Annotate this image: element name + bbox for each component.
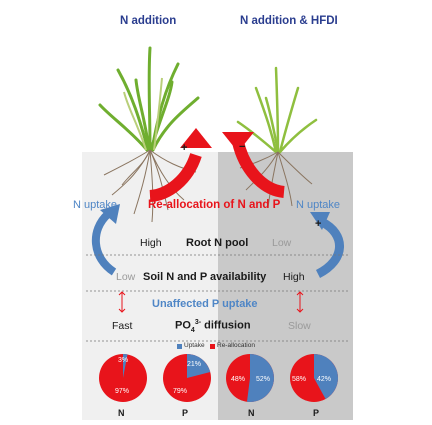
plus-sign-blue: +: [315, 218, 322, 230]
pie4-reallocation-label: 58%: [292, 376, 307, 383]
n-uptake-right-label: N uptake: [296, 199, 341, 211]
high-label-right: High: [283, 271, 305, 283]
pie4-nutrient-label: P: [313, 408, 320, 418]
pie3-nutrient-label: N: [248, 408, 255, 418]
reallocation-label: Re-allocation of N and P: [148, 199, 281, 211]
low-label-left: Low: [116, 271, 136, 283]
pie3-uptake-label: 52%: [256, 376, 271, 383]
minus-sign-right: −: [239, 141, 246, 153]
pie2-uptake-label: 21%: [187, 361, 202, 368]
red-updown-arrow-left: [118, 291, 126, 313]
blue-arrow-left: [91, 204, 120, 276]
red-updown-arrow-right: [296, 291, 304, 313]
red-arrow-right: [222, 132, 286, 198]
title-n-addition-hfdi: N addition & HFDI: [240, 15, 338, 27]
plus-sign-left: +: [181, 142, 188, 154]
legend-reallocation-label: Re-allocation: [217, 342, 255, 349]
legend-reallocation-swatch: [210, 344, 215, 349]
pie1-uptake-slice: [123, 354, 128, 378]
right-plant: [236, 66, 318, 154]
pie2-uptake-slice: [187, 354, 211, 378]
pie4-uptake-label: 42%: [317, 376, 332, 383]
title-n-addition: N addition: [120, 15, 177, 27]
root-n-pool-label: Root N pool: [186, 237, 249, 249]
red-arrow-left: [149, 128, 212, 202]
po4-diffusion-label: PO43- diffusion: [175, 319, 251, 334]
legend-uptake-label: Uptake: [184, 342, 205, 349]
left-plant: [98, 46, 200, 152]
low-label-right: Low: [272, 237, 292, 249]
right-roots: [239, 151, 313, 209]
soil-np-label: Soil N and P availability: [143, 271, 267, 283]
fast-label: Fast: [112, 320, 133, 332]
slow-label: Slow: [288, 320, 311, 332]
unaffected-p-uptake-label: Unaffected P uptake: [152, 298, 258, 310]
pie1-uptake-label: 3%: [118, 357, 129, 364]
pie1-nutrient-label: N: [118, 408, 125, 418]
pie3-reallocation-label: 48%: [231, 376, 246, 383]
pie2-reallocation-label: 79%: [173, 388, 188, 395]
blue-arrow-right: [310, 212, 344, 279]
n-uptake-left-label: N uptake: [73, 199, 118, 211]
high-label-left: High: [140, 237, 162, 249]
legend-uptake-swatch: [177, 344, 182, 349]
pie4-uptake-slice: [314, 354, 339, 400]
pie3-uptake-slice: [246, 354, 274, 402]
pie2-nutrient-label: P: [182, 408, 189, 418]
pie1-reallocation-label: 97%: [115, 388, 130, 395]
